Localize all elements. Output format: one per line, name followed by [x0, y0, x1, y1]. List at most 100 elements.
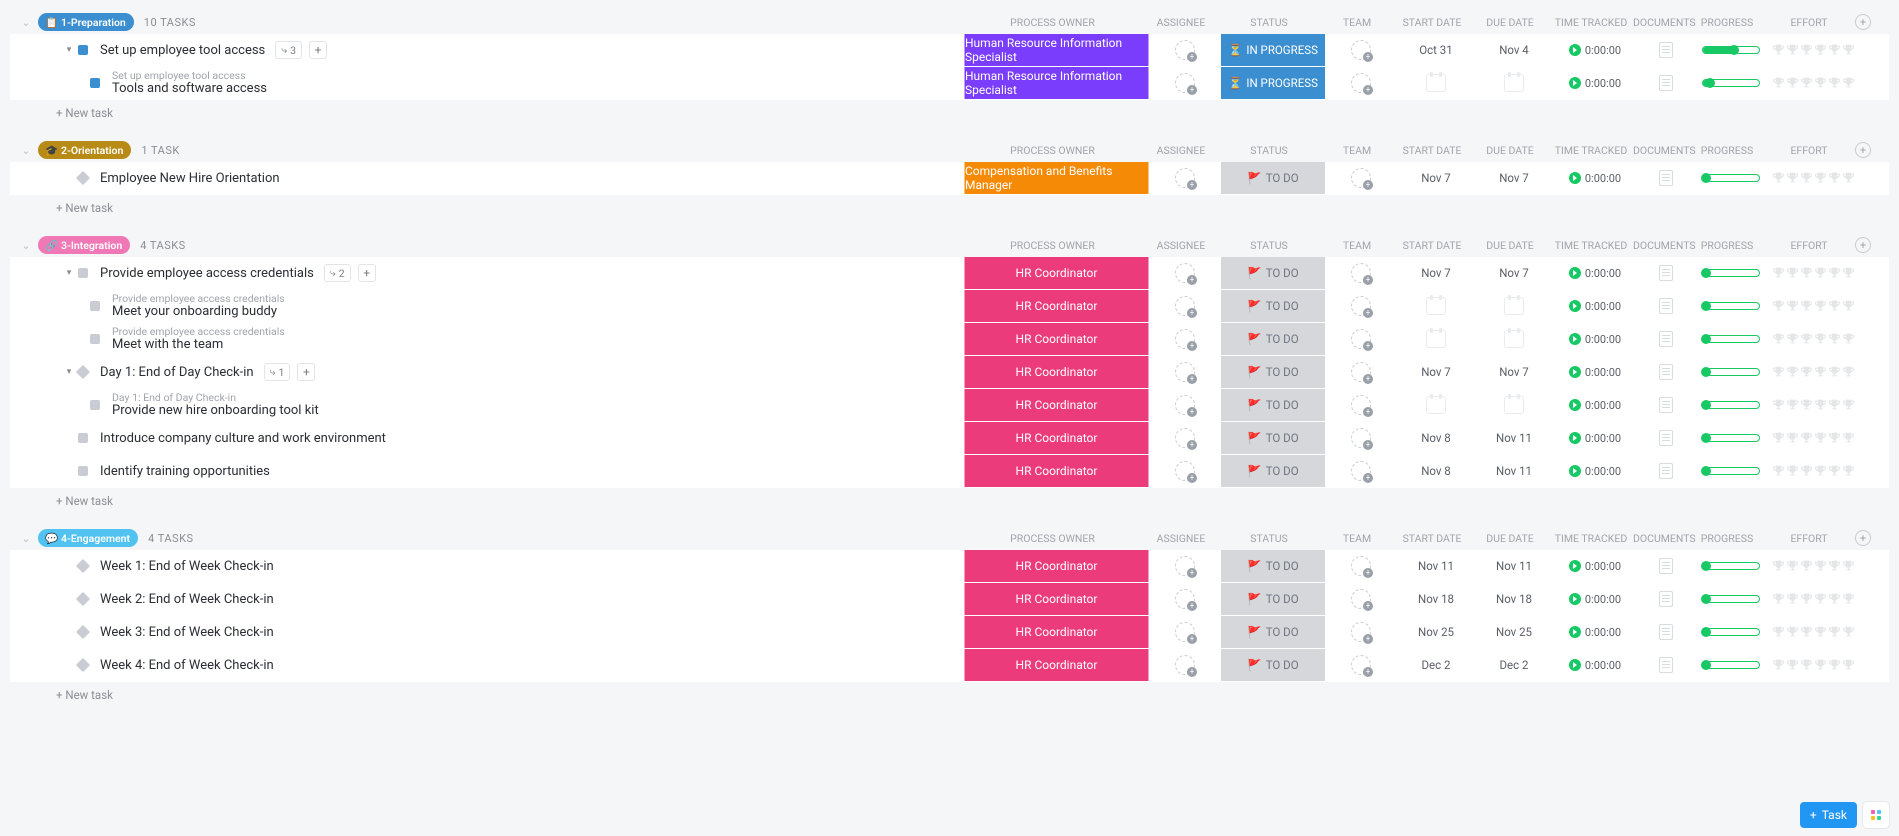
process-owner-chip[interactable]: HR Coordinator: [964, 323, 1149, 355]
status-chip[interactable]: ⏳IN PROGRESS: [1221, 67, 1325, 99]
start-date-empty[interactable]: [1426, 297, 1446, 315]
due-date[interactable]: Nov 7: [1499, 171, 1529, 185]
time-tracked-cell[interactable]: 0:00:00: [1553, 616, 1637, 648]
document-icon[interactable]: [1659, 170, 1673, 186]
status-chip[interactable]: 🚩TO DO: [1221, 583, 1325, 615]
task-row[interactable]: Week 3: End of Week Check-inHR Coordinat…: [10, 616, 1889, 649]
add-subtask-button[interactable]: +: [297, 363, 315, 381]
progress-bar[interactable]: [1702, 401, 1760, 409]
team-add[interactable]: [1351, 428, 1371, 448]
team-add[interactable]: [1351, 395, 1371, 415]
time-tracked-cell[interactable]: 0:00:00: [1553, 550, 1637, 582]
assignee-add[interactable]: [1175, 168, 1195, 188]
task-title[interactable]: Meet your onboarding buddy: [112, 304, 285, 319]
start-date-empty[interactable]: [1426, 330, 1446, 348]
add-column-button[interactable]: +: [1855, 14, 1871, 30]
time-tracked-cell[interactable]: 0:00:00: [1553, 290, 1637, 322]
new-task-link[interactable]: + New task: [10, 100, 1889, 120]
due-date[interactable]: Dec 2: [1500, 658, 1529, 672]
team-add[interactable]: [1351, 329, 1371, 349]
group-badge[interactable]: 💬4-Engagement: [38, 529, 138, 547]
assignee-add[interactable]: [1175, 296, 1195, 316]
team-add[interactable]: [1351, 622, 1371, 642]
process-owner-chip[interactable]: HR Coordinator: [964, 422, 1149, 454]
group-badge[interactable]: 🎓2-Orientation: [38, 141, 131, 159]
expand-caret-icon[interactable]: ▾: [64, 268, 74, 278]
document-icon[interactable]: [1659, 298, 1673, 314]
progress-bar[interactable]: [1702, 467, 1760, 475]
status-chip[interactable]: 🚩TO DO: [1221, 455, 1325, 487]
subtask-count-pill[interactable]: ⤷2: [324, 264, 351, 282]
new-task-link[interactable]: + New task: [10, 682, 1889, 702]
document-icon[interactable]: [1659, 430, 1673, 446]
document-icon[interactable]: [1659, 657, 1673, 673]
document-icon[interactable]: [1659, 265, 1673, 281]
subtask-count-pill[interactable]: ⤷3: [275, 41, 302, 59]
team-add[interactable]: [1351, 655, 1371, 675]
status-chip[interactable]: 🚩TO DO: [1221, 323, 1325, 355]
task-title[interactable]: Introduce company culture and work envir…: [100, 431, 386, 446]
task-row[interactable]: Week 2: End of Week Check-inHR Coordinat…: [10, 583, 1889, 616]
progress-bar[interactable]: [1702, 628, 1760, 636]
status-chip[interactable]: 🚩TO DO: [1221, 550, 1325, 582]
process-owner-chip[interactable]: HR Coordinator: [964, 616, 1149, 648]
time-tracked-cell[interactable]: 0:00:00: [1553, 356, 1637, 388]
assignee-add[interactable]: [1175, 556, 1195, 576]
collapse-icon[interactable]: ⌄: [18, 530, 34, 546]
due-date-empty[interactable]: [1504, 74, 1524, 92]
assignee-add[interactable]: [1175, 428, 1195, 448]
team-add[interactable]: [1351, 168, 1371, 188]
start-date[interactable]: Nov 18: [1418, 592, 1454, 606]
time-tracked-cell[interactable]: 0:00:00: [1553, 389, 1637, 421]
start-date[interactable]: Nov 7: [1421, 365, 1451, 379]
process-owner-chip[interactable]: HR Coordinator: [964, 356, 1149, 388]
task-title[interactable]: Week 4: End of Week Check-in: [100, 658, 274, 673]
team-add[interactable]: [1351, 40, 1371, 60]
new-task-fab[interactable]: + Task: [1800, 802, 1857, 828]
task-title[interactable]: Day 1: End of Day Check-in: [100, 365, 254, 380]
document-icon[interactable]: [1659, 75, 1673, 91]
add-column-button[interactable]: +: [1855, 530, 1871, 546]
process-owner-chip[interactable]: HR Coordinator: [964, 257, 1149, 289]
assignee-add[interactable]: [1175, 622, 1195, 642]
team-add[interactable]: [1351, 556, 1371, 576]
status-chip[interactable]: 🚩TO DO: [1221, 356, 1325, 388]
add-column-button[interactable]: +: [1855, 142, 1871, 158]
task-row[interactable]: ▾Day 1: End of Day Check-in⤷1+HR Coordin…: [10, 356, 1889, 389]
progress-bar[interactable]: [1702, 595, 1760, 603]
time-tracked-cell[interactable]: 0:00:00: [1553, 583, 1637, 615]
document-icon[interactable]: [1659, 624, 1673, 640]
time-tracked-cell[interactable]: 0:00:00: [1553, 162, 1637, 194]
process-owner-chip[interactable]: HR Coordinator: [964, 649, 1149, 681]
progress-bar[interactable]: [1702, 174, 1760, 182]
task-title[interactable]: Identify training opportunities: [100, 464, 270, 479]
team-add[interactable]: [1351, 461, 1371, 481]
start-date[interactable]: Nov 8: [1421, 431, 1451, 445]
progress-bar[interactable]: [1702, 661, 1760, 669]
task-row[interactable]: Provide employee access credentialsMeet …: [10, 323, 1889, 356]
task-row[interactable]: ▾Set up employee tool access⤷3+Human Res…: [10, 34, 1889, 67]
task-row[interactable]: Provide employee access credentialsMeet …: [10, 290, 1889, 323]
due-date[interactable]: Nov 18: [1496, 592, 1532, 606]
assignee-add[interactable]: [1175, 589, 1195, 609]
start-date-empty[interactable]: [1426, 396, 1446, 414]
assignee-add[interactable]: [1175, 329, 1195, 349]
task-title[interactable]: Week 2: End of Week Check-in: [100, 592, 274, 607]
collapse-icon[interactable]: ⌄: [18, 14, 34, 30]
time-tracked-cell[interactable]: 0:00:00: [1553, 422, 1637, 454]
due-date[interactable]: Nov 7: [1499, 365, 1529, 379]
apps-button[interactable]: [1863, 802, 1889, 828]
start-date[interactable]: Dec 2: [1422, 658, 1451, 672]
task-row[interactable]: Set up employee tool accessTools and sof…: [10, 67, 1889, 100]
task-row[interactable]: Identify training opportunitiesHR Coordi…: [10, 455, 1889, 488]
team-add[interactable]: [1351, 73, 1371, 93]
due-date-empty[interactable]: [1504, 330, 1524, 348]
time-tracked-cell[interactable]: 0:00:00: [1553, 323, 1637, 355]
team-add[interactable]: [1351, 263, 1371, 283]
assignee-add[interactable]: [1175, 40, 1195, 60]
due-date[interactable]: Nov 7: [1499, 266, 1529, 280]
document-icon[interactable]: [1659, 558, 1673, 574]
task-row[interactable]: ▾Provide employee access credentials⤷2+H…: [10, 257, 1889, 290]
time-tracked-cell[interactable]: 0:00:00: [1553, 455, 1637, 487]
progress-bar[interactable]: [1702, 562, 1760, 570]
